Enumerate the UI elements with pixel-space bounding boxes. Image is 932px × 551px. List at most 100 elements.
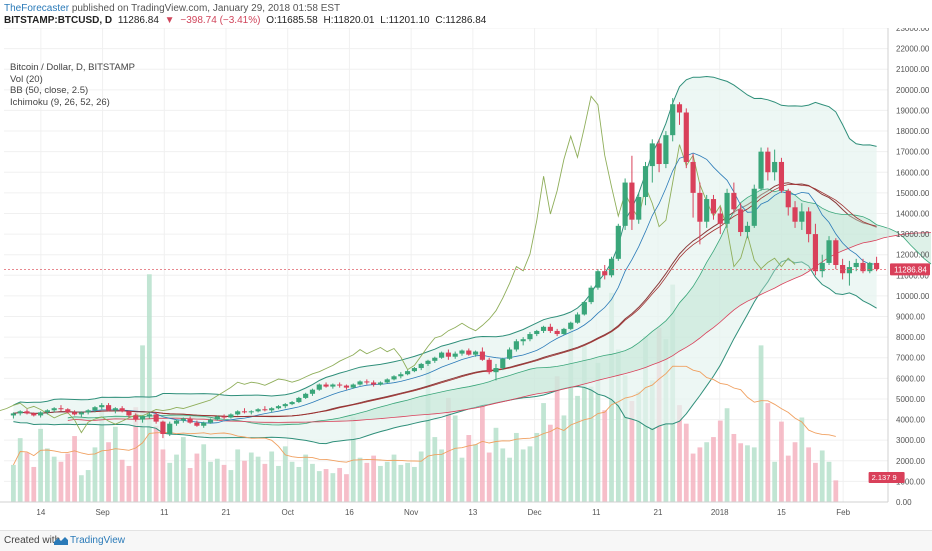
author-link[interactable]: TheForecaster [4, 3, 70, 14]
candle-body [133, 415, 139, 420]
candle-body [840, 265, 846, 274]
volume-bar [262, 463, 268, 502]
volume-bar [813, 462, 818, 502]
volume-bar [65, 453, 71, 502]
x-tick-label: 16 [345, 508, 354, 517]
volume-bar [704, 442, 710, 502]
y-tick-label: 15000.00 [896, 189, 930, 198]
candle-body [799, 211, 805, 222]
volume-bar [248, 452, 254, 502]
volume-bar [527, 446, 533, 502]
legend-ichimoku[interactable]: Ichimoku (9, 26, 52, 26) [10, 96, 110, 108]
y-tick-label: 4000.00 [896, 416, 925, 425]
candle-body [432, 357, 438, 361]
candle-body [513, 341, 519, 350]
volume-bar [310, 463, 315, 502]
candle-body [581, 302, 587, 315]
volume-bar [371, 455, 377, 502]
volume-bar [765, 403, 771, 502]
volume-bar [24, 452, 30, 502]
volume-bar [330, 473, 336, 502]
legend-bb[interactable]: BB (50, close, 2.5) [10, 85, 89, 96]
symbol-label: BITSTAMP:BTCUSD, D [4, 15, 113, 26]
volume-bar [446, 397, 451, 502]
volume-bar [792, 442, 798, 502]
candle-body [574, 314, 581, 323]
candle-body [806, 211, 812, 235]
volume-bar [466, 435, 472, 502]
candle-body [697, 192, 703, 222]
volume-bar [289, 461, 295, 502]
down-arrow-icon: ▼ [164, 15, 175, 26]
candle-body [85, 410, 91, 413]
volume-bar [683, 423, 689, 502]
volume-bar [439, 449, 444, 502]
legend-vol[interactable]: Vol (20) [10, 73, 43, 85]
candle-body [520, 339, 526, 342]
volume-bar [751, 447, 757, 502]
candle-body [778, 161, 785, 191]
chart-area[interactable]: 23000.00 22000.00 21000.00 20000.00 19000.00… [0, 28, 932, 530]
candle-body [656, 143, 662, 165]
x-tick-label: 2018 [711, 508, 729, 517]
candle-body [167, 423, 173, 434]
candle-body [452, 353, 458, 357]
candle-body [214, 416, 220, 420]
candle-body [296, 397, 302, 403]
volume-bar [153, 425, 159, 502]
candle-body [364, 381, 370, 383]
candle-body [153, 414, 159, 422]
y-tick-label: 12000.00 [896, 251, 930, 260]
candle-body [554, 330, 560, 335]
publish-info: TheForecaster published on TradingView.c… [4, 3, 340, 14]
x-tick-label: 15 [777, 508, 786, 517]
volume-bar [235, 449, 241, 502]
volume-bar [622, 375, 628, 502]
volume-bar [126, 465, 132, 502]
volume-bar [785, 455, 791, 502]
candle-body [615, 225, 621, 259]
candle-body [405, 371, 411, 375]
x-tick-label: Sep [95, 508, 110, 517]
tradingview-brand-link[interactable]: TradingView [70, 535, 126, 546]
volume-bar [45, 448, 50, 502]
candle-body [146, 414, 152, 417]
ohlc-readout: BITSTAMP:BTCUSD, D 11286.84 ▼ −398.74 (−… [4, 15, 489, 26]
volume-bar [282, 446, 288, 502]
volume-bar [194, 453, 200, 502]
volume-bar [636, 391, 642, 502]
candle-body [874, 262, 880, 270]
bb-fill [13, 76, 877, 444]
bb-upper-line [13, 75, 877, 406]
candle-body [51, 408, 57, 411]
volume-bar [826, 461, 832, 502]
volume-bar [452, 415, 458, 502]
x-tick-label: Oct [281, 508, 294, 517]
candle-body [744, 225, 751, 233]
price-chart[interactable]: 23000.00 22000.00 21000.00 20000.00 19000.00… [0, 28, 932, 530]
volume-bar [772, 461, 778, 502]
volume-bar [459, 457, 465, 502]
candle-body [350, 384, 356, 388]
candle-body [187, 418, 193, 423]
volume-bar [255, 456, 261, 502]
volume-bar [174, 454, 179, 502]
volume-bar [493, 427, 499, 502]
candle-body [758, 151, 764, 189]
candle-body [31, 413, 37, 416]
candle-body [384, 379, 390, 383]
volume-bar [378, 465, 383, 502]
volume-bar [316, 471, 322, 502]
y-tick-label: 7000.00 [896, 354, 925, 363]
volume-bar [405, 462, 410, 502]
y-tick-label: 1000.00 [896, 477, 925, 486]
candle-body [78, 412, 84, 415]
volume-bar [92, 447, 98, 502]
candle-body [425, 360, 431, 364]
volume-bar [31, 466, 37, 502]
volume-bar [554, 376, 560, 502]
volume-bar [146, 274, 152, 502]
candle-body [99, 405, 105, 408]
candle-body [629, 182, 635, 220]
candle-body [377, 382, 384, 385]
